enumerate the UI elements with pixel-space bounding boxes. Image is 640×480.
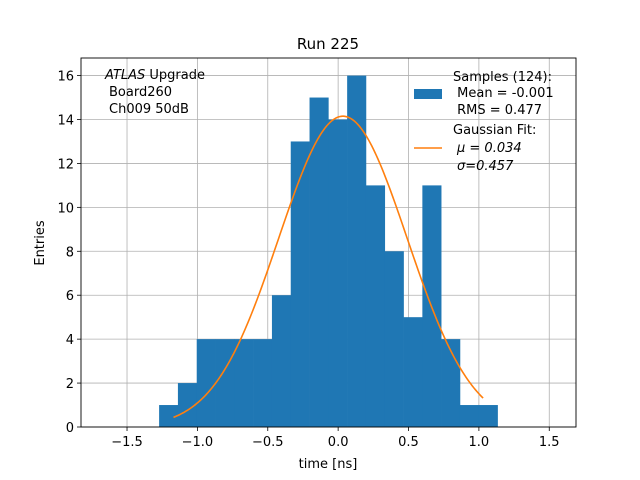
annotation-channel: Ch009 50dB (109, 102, 189, 117)
histogram-bar (159, 405, 179, 427)
legend-fit-line-1: Gaussian Fit: (453, 123, 536, 138)
y-tick-label: 2 (66, 377, 74, 392)
histogram-bar (253, 339, 273, 427)
histogram-bar (365, 185, 386, 427)
histogram-bar (234, 339, 254, 427)
histogram-bar (215, 339, 235, 427)
x-tick-label: −0.5 (252, 435, 284, 450)
y-tick-label: 4 (66, 333, 74, 348)
x-tick-label: 0.0 (328, 435, 349, 450)
annotation: ATLAS Upgrade Board260 Ch009 50dB (104, 68, 205, 117)
x-tick-label: 1.5 (539, 435, 560, 450)
x-tick-label: −1.0 (182, 435, 214, 450)
annotation-board: Board260 (109, 85, 172, 100)
histogram-bar (459, 405, 480, 427)
histogram-bar (328, 119, 348, 427)
axes-frame (80, 57, 577, 428)
legend-hist-line-2: Mean = -0.001 (453, 86, 554, 101)
chart-title: Run 225 (297, 35, 359, 53)
legend-hist-swatch (414, 89, 442, 99)
y-tick-label: 6 (66, 289, 74, 304)
x-tick-label: 0.5 (398, 435, 419, 450)
annotation-atlas: ATLAS (104, 68, 145, 83)
legend-fit-line-3: σ=0.457 (457, 159, 514, 174)
legend-hist-line-1: Samples (124): (453, 70, 552, 85)
histogram-bar (384, 251, 404, 427)
y-tick-label: 12 (57, 157, 74, 172)
histogram-bar (271, 295, 292, 427)
x-tick-label: −1.5 (111, 435, 143, 450)
histogram-bar (403, 317, 423, 427)
y-tick-label: 8 (66, 245, 74, 260)
legend: Samples (124): Mean = -0.001 RMS = 0.477… (414, 70, 554, 174)
legend-hist-line-3: RMS = 0.477 (453, 103, 542, 118)
y-axis-label: Entries (33, 220, 48, 266)
histogram-bar (290, 141, 310, 427)
ticks: −1.5 −1.0 −0.5 0.0 0.5 1.0 1.5 0 2 4 6 8 10 12 14 16 (57, 70, 559, 450)
x-tick-label: 1.0 (469, 435, 490, 450)
histogram-bar (347, 75, 367, 428)
x-axis-label: time [ns] (299, 457, 358, 472)
annotation-upgrade: Upgrade (145, 68, 205, 83)
y-tick-label: 14 (57, 114, 74, 129)
histogram-bar (196, 339, 216, 427)
gaussian-fit-line (173, 115, 484, 419)
y-tick-label: 10 (57, 201, 74, 216)
legend-fit-line-2: μ = 0.034 (456, 141, 522, 156)
histogram-bar (177, 383, 198, 427)
y-tick-label: 16 (57, 70, 74, 85)
y-tick-label: 0 (66, 421, 74, 436)
histogram-bar (478, 405, 498, 427)
histogram-bar (309, 97, 329, 428)
svg-text:ATLAS Upgrade: ATLAS Upgrade (104, 68, 205, 83)
